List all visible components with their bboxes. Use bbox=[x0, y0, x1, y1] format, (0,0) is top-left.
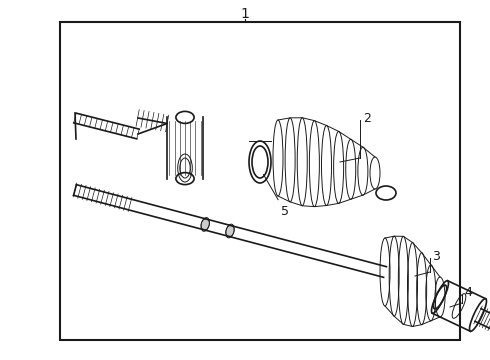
Text: 2: 2 bbox=[363, 112, 371, 125]
Text: 3: 3 bbox=[432, 249, 440, 262]
Ellipse shape bbox=[226, 224, 234, 238]
Text: 4: 4 bbox=[464, 287, 472, 300]
Text: 1: 1 bbox=[241, 7, 249, 21]
Bar bbox=[60, 22, 460, 340]
Text: 5: 5 bbox=[264, 174, 289, 218]
Ellipse shape bbox=[201, 217, 209, 231]
